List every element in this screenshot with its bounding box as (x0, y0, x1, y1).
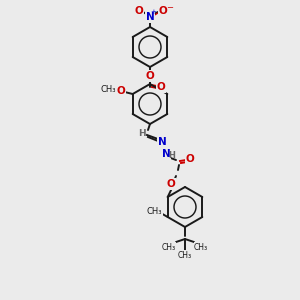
Text: CH₃: CH₃ (194, 242, 208, 251)
Text: O: O (135, 6, 143, 16)
Text: O: O (146, 71, 154, 81)
Text: O: O (157, 82, 165, 92)
Text: O: O (159, 6, 167, 16)
Text: CH₃: CH₃ (178, 250, 192, 260)
Text: O: O (116, 86, 125, 96)
Text: O: O (167, 179, 176, 189)
Text: O: O (186, 154, 194, 164)
Text: H: H (169, 151, 176, 160)
Text: −: − (167, 4, 173, 13)
Text: N: N (162, 149, 170, 159)
Text: H: H (138, 130, 146, 139)
Text: CH₃: CH₃ (147, 208, 162, 217)
Text: N: N (146, 12, 154, 22)
Text: N: N (158, 137, 166, 147)
Text: CH₃: CH₃ (101, 85, 116, 94)
Text: +: + (150, 9, 156, 15)
Text: CH₃: CH₃ (162, 242, 176, 251)
